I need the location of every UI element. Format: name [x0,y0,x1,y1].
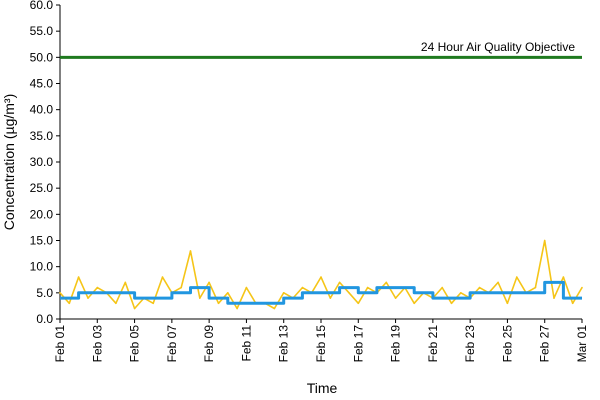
hourly-point [96,286,99,289]
hourly-point [329,297,332,299]
hourly-point [413,302,416,305]
x-tick-label: Feb 13 [277,325,291,363]
objective-label: 24 Hour Air Quality Objective [421,40,575,54]
hourly-point [273,307,276,310]
x-tick-label: Feb 05 [128,325,142,363]
hourly-point [199,297,201,299]
y-tick-label: 10.0 [30,260,54,274]
x-tick-label: Feb 25 [500,325,514,363]
hourly-point [133,307,136,310]
hourly-point [534,286,537,289]
x-tick-label: Feb 11 [239,325,253,362]
x-tick-label: Feb 17 [351,325,365,363]
daily-mean-line [60,280,582,305]
x-axis-ticks: Feb 01 Feb 03 Feb 05 Feb 07 Feb 09 Feb 11 Feb … [53,319,589,362]
y-tick-label: 55.0 [30,24,54,38]
hourly-point [571,302,574,305]
hourly-point [553,297,555,299]
hourly-point [208,281,210,284]
hourly-point [68,302,71,305]
hourly-point [478,286,481,289]
y-axis-title: Concentration (µg/m³) [1,94,17,230]
hourly-point [506,302,509,305]
x-tick-label: Feb 07 [165,325,179,363]
hourly-point [450,302,453,305]
hourly-point [543,239,546,242]
hourly-point [59,292,61,294]
y-tick-label: 50.0 [30,50,54,64]
x-tick-label: Feb 15 [314,325,328,363]
x-tick-label: Feb 09 [202,325,216,363]
x-tick-label: Feb 21 [426,325,440,363]
y-tick-label: 0.0 [36,312,53,326]
hourly-point [562,276,565,278]
series-layer [59,55,583,310]
hourly-point [348,292,350,294]
x-tick-label: Feb 19 [389,325,403,363]
hourly-point [227,292,229,294]
hourly-point [245,286,248,289]
hourly-point [357,302,360,305]
hourly-point [301,286,304,289]
hourly-point [385,281,388,284]
y-tick-label: 40.0 [30,103,54,117]
hourly-point [394,297,397,299]
y-tick-label: 20.0 [30,207,54,221]
x-tick-label: Feb 03 [90,325,104,363]
hourly-point [124,281,127,284]
hourly-point [497,281,499,284]
hourly-point [441,286,444,289]
hourly-point [581,286,583,289]
y-tick-label: 60.0 [30,0,54,12]
y-tick-label: 45.0 [30,77,54,91]
x-axis-title: Time [307,380,338,396]
hourly-point [366,286,369,289]
x-tick-label: Feb 01 [53,325,67,363]
hourly-point [87,297,89,299]
y-tick-label: 15.0 [30,234,54,248]
x-tick-label: Feb 27 [538,325,552,363]
hourly-point [282,292,285,294]
y-axis-ticks: 0.0 5.0 10.0 15.0 20.0 25.0 30.0 35.0 40.0 45.0 50… [30,0,60,326]
hourly-point [115,302,117,305]
y-tick-label: 5.0 [36,286,53,300]
hourly-point [236,307,238,310]
hourly-point [338,281,341,284]
hourly-point [460,292,462,294]
y-tick-label: 30.0 [30,155,54,169]
hourly-point [180,286,182,289]
hourly-point [161,276,164,278]
hourly-point [152,302,154,305]
y-tick-label: 35.0 [30,129,54,143]
x-tick-label: Mar 01 [575,325,589,363]
hourly-point [189,250,192,252]
y-tick-label: 25.0 [30,181,54,195]
hourly-point [516,276,518,278]
hourly-point [320,276,322,278]
x-tick-label: Feb 23 [463,325,477,363]
hourly-point [77,276,80,278]
hourly-point [217,302,220,305]
